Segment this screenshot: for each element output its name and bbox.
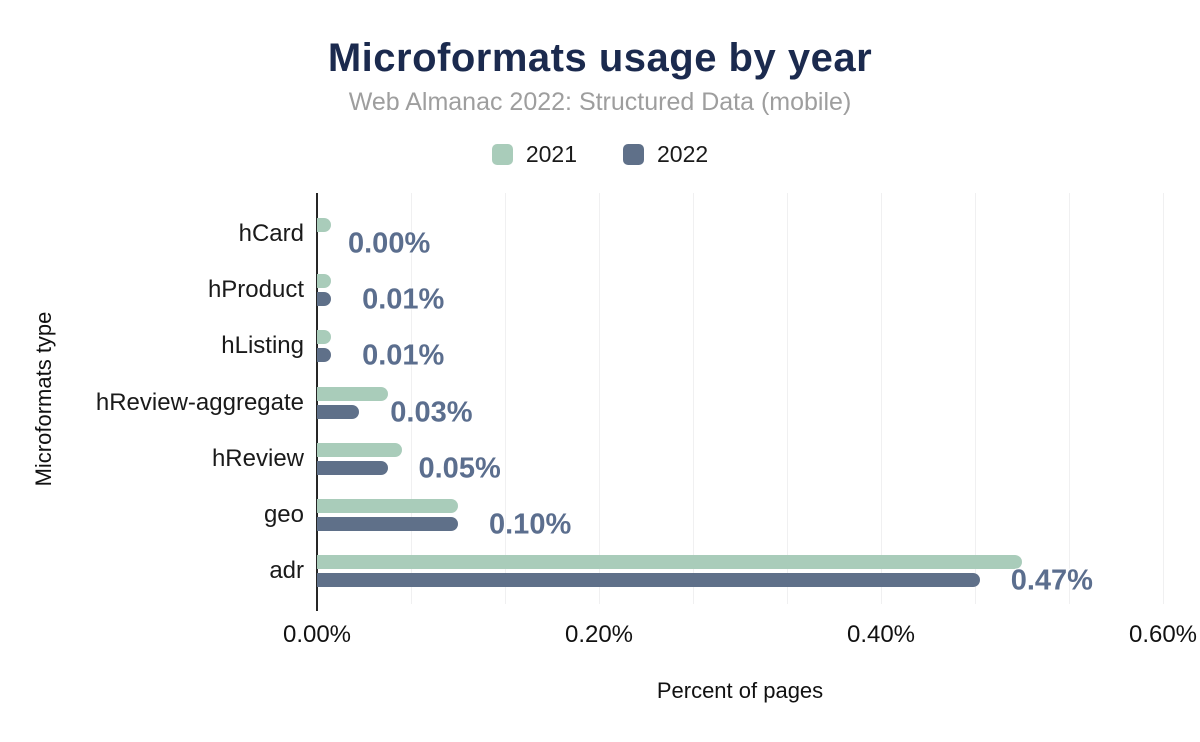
y-axis-line: [316, 193, 318, 611]
bar-2022-adr: [317, 573, 980, 588]
legend: 2021 2022: [0, 141, 1200, 168]
x-tick-label: 0.00%: [282, 621, 352, 648]
gridline: [787, 193, 788, 604]
legend-swatch-2021-icon: [491, 144, 513, 165]
value-label: 0.10%: [489, 508, 572, 541]
value-label: 0.00%: [348, 227, 431, 260]
bar-2021-hCard: [317, 218, 332, 232]
category-label: adr: [269, 557, 304, 585]
bar-2022-hProduct: [317, 292, 332, 307]
bar-2021-hReview: [317, 442, 402, 457]
legend-item-2021: 2021: [491, 141, 577, 168]
category-label: hReview-aggregate: [95, 388, 304, 416]
bar-2021-adr: [317, 555, 1022, 570]
bar-2021-geo: [317, 499, 458, 513]
category-label: hListing: [221, 332, 304, 360]
x-tick-label: 0.40%: [846, 621, 916, 648]
legend-label-2022: 2022: [657, 141, 709, 167]
category-label: hReview: [211, 444, 304, 472]
gridline: [1163, 193, 1164, 604]
bar-2021-hReview-aggregate: [317, 386, 388, 401]
legend-swatch-2022-icon: [623, 144, 644, 165]
value-label: 0.47%: [1010, 564, 1093, 597]
bar-2021-hProduct: [317, 274, 332, 289]
category-label: geo: [263, 501, 304, 528]
bar-2022-hListing: [317, 348, 332, 363]
category-label: hProduct: [207, 276, 304, 304]
gridline: [411, 193, 412, 604]
gridline: [975, 193, 976, 604]
bar-2022-hReview: [317, 460, 388, 475]
x-axis-title: Percent of pages: [656, 678, 824, 703]
chart-subtitle: Web Almanac 2022: Structured Data (mobil…: [348, 88, 852, 116]
gridline: [1069, 193, 1070, 604]
gridline: [599, 193, 600, 604]
category-label: hCard: [238, 220, 304, 247]
value-label: 0.05%: [418, 452, 501, 485]
gridline: [505, 193, 506, 604]
legend-item-2022: 2022: [623, 141, 708, 168]
value-label: 0.03%: [390, 396, 473, 429]
bar-2022-geo: [317, 517, 458, 531]
value-label: 0.01%: [362, 283, 445, 316]
bar-2022-hReview-aggregate: [317, 404, 360, 419]
bar-2021-hListing: [317, 330, 332, 345]
chart-title: Microformats usage by year: [327, 36, 873, 80]
gridline: [881, 193, 882, 604]
gridline: [693, 193, 694, 604]
x-tick-label: 0.60%: [1128, 621, 1198, 648]
legend-label-2021: 2021: [525, 141, 577, 167]
x-tick-label: 0.20%: [564, 621, 634, 648]
value-label: 0.01%: [362, 339, 445, 372]
